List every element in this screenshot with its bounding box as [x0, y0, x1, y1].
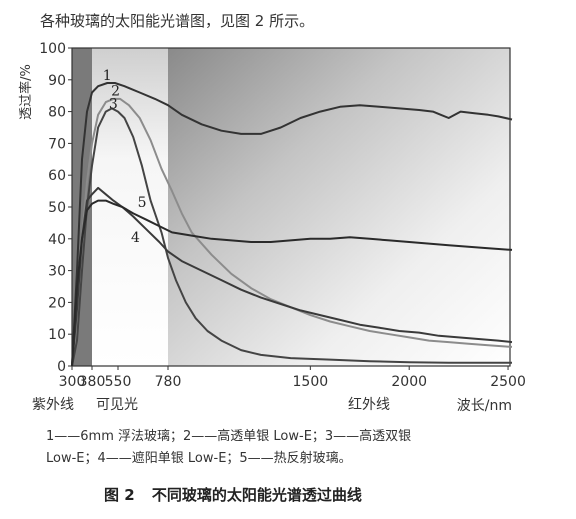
y-tick-label: 70 — [48, 136, 66, 152]
series-label-1: 1 — [103, 68, 112, 84]
y-tick-label: 40 — [48, 232, 66, 248]
intro-text: 各种玻璃的太阳能光谱图，见图 2 所示。 — [40, 12, 315, 30]
series-lines — [71, 82, 513, 367]
x-tick-label: 780 — [155, 374, 182, 390]
y-tick-label: 60 — [48, 168, 66, 184]
x-tick-label: 300 — [59, 374, 86, 390]
series-label-4: 4 — [131, 230, 140, 246]
x-tick-label: 380 — [79, 374, 106, 390]
series-line-3 — [71, 107, 512, 367]
x-axis-title: 波长/nm — [457, 398, 512, 414]
y-tick-label: 100 — [39, 41, 66, 57]
caption-line-2: Low-E；4——遮阳单银 Low-E；5——热反射玻璃。 — [46, 451, 352, 466]
y-axis-title: 透过率/% — [18, 64, 34, 120]
series-line-1 — [71, 82, 513, 367]
region-label: 紫外线 — [32, 397, 74, 413]
y-tick-label: 90 — [48, 73, 66, 89]
x-tick-label: 1500 — [293, 374, 329, 390]
figure-title-text: 不同玻璃的太阳能光谱透过曲线 — [151, 486, 362, 504]
y-tick-label: 80 — [48, 105, 66, 121]
series-label-5: 5 — [138, 195, 147, 211]
y-tick-label: 20 — [48, 295, 66, 311]
series-label-3: 3 — [109, 96, 118, 112]
x-tick-label: 550 — [105, 374, 132, 390]
x-tick-label: 2000 — [391, 374, 427, 390]
region-band — [168, 48, 510, 366]
region-label: 红外线 — [348, 397, 390, 413]
region-band — [92, 48, 168, 366]
series-line-2 — [71, 97, 513, 367]
y-tick-label: 0 — [57, 359, 66, 375]
series-line-5 — [71, 199, 513, 367]
series-line-4 — [71, 186, 513, 367]
y-tick-label: 30 — [48, 264, 66, 280]
y-tick-label: 50 — [48, 200, 66, 216]
figure-legend-caption: 1——6mm 浮法玻璃；2——高透单银 Low-E；3——高透双银 Low-E；… — [46, 426, 546, 470]
figure-number: 图 2 — [104, 486, 135, 504]
axes — [68, 47, 511, 370]
y-tick-label: 10 — [48, 327, 66, 343]
spectrum-regions — [72, 48, 510, 366]
caption-line-1: 1——6mm 浮法玻璃；2——高透单银 Low-E；3——高透双银 — [46, 429, 412, 444]
region-label: 可见光 — [96, 397, 138, 413]
series-label-2: 2 — [111, 84, 120, 100]
x-tick-label: 2500 — [490, 374, 526, 390]
figure-title: 图 2 不同玻璃的太阳能光谱透过曲线 — [104, 484, 362, 505]
